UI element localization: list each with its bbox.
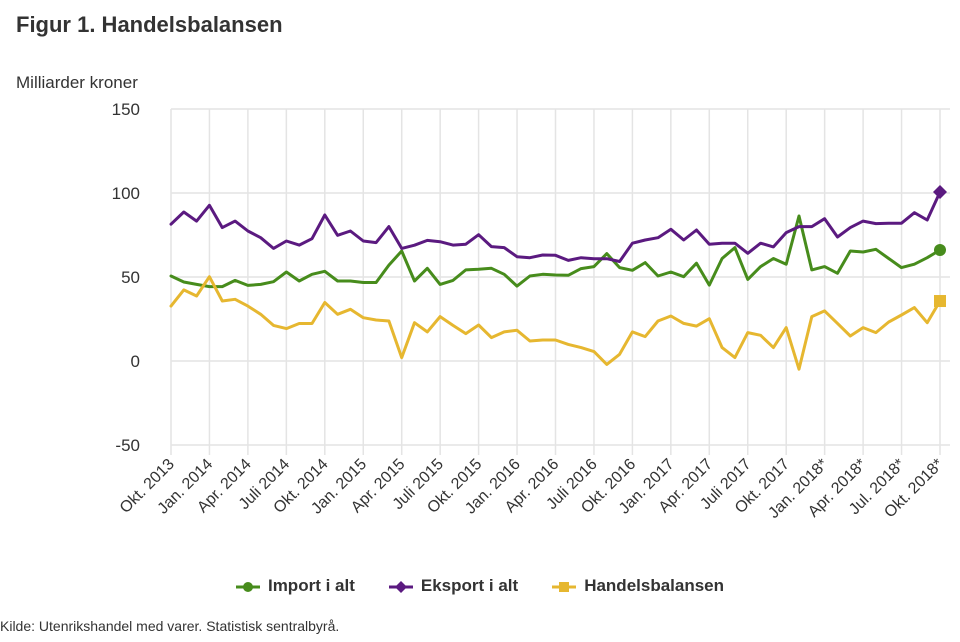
- legend-label: Eksport i alt: [420, 576, 519, 595]
- legend-item-handelsbalansen[interactable]: Handelsbalansen: [552, 576, 724, 596]
- chart-title: Figur 1. Handelsbalansen: [16, 12, 283, 37]
- legend: Import i alt Eksport i alt Handelsbalans…: [0, 576, 960, 596]
- y-tick-label: -50: [115, 436, 140, 455]
- legend-label: Import i alt: [267, 576, 355, 595]
- square-marker-icon: [552, 579, 577, 593]
- series-lines: [169, 190, 942, 371]
- circle-marker-icon: [235, 579, 260, 593]
- y-tick-label: 50: [121, 268, 140, 287]
- diamond-marker-icon: [388, 579, 413, 593]
- series-end-markers: [933, 184, 947, 308]
- series-line-0: [169, 214, 942, 289]
- y-axis-ticks: 150 100 50 0 -50: [112, 100, 140, 455]
- legend-item-import[interactable]: Import i alt: [235, 576, 355, 596]
- diamond-marker: [933, 184, 947, 199]
- y-tick-label: 0: [131, 352, 140, 371]
- legend-item-eksport[interactable]: Eksport i alt: [388, 576, 519, 596]
- square-marker: [934, 295, 946, 308]
- series-line-1: [169, 190, 942, 263]
- series-line-2: [169, 275, 942, 371]
- grid-lines: [170, 108, 950, 455]
- y-axis-label: Milliarder kroner: [16, 73, 138, 92]
- y-tick-label: 150: [112, 100, 140, 119]
- legend-label: Handelsbalansen: [584, 576, 725, 595]
- y-tick-label: 100: [112, 184, 140, 203]
- source-note: Kilde: Utenrikshandel med varer. Statist…: [0, 618, 340, 634]
- circle-marker: [934, 243, 946, 256]
